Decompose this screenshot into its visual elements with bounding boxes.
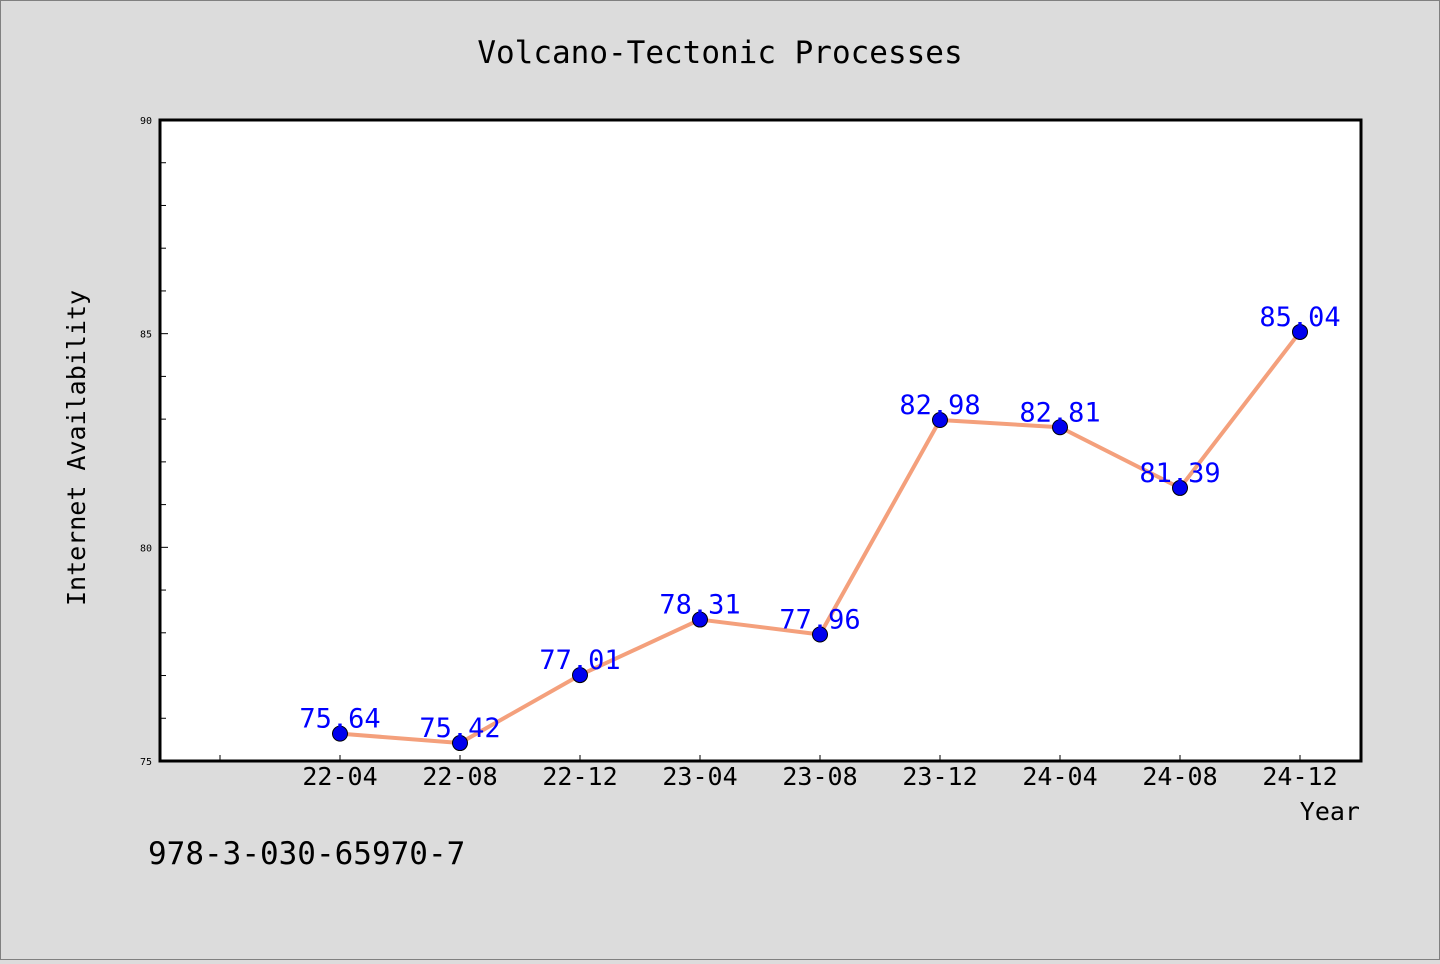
series-layer: 75.64 75.42 77.01 78.31 77.96 82.98 82.81 81.39…: [299, 302, 1341, 752]
data-point: [812, 626, 828, 643]
x-tick-label: 22-04: [302, 762, 377, 791]
data-label: 77.01: [539, 645, 620, 676]
data-label: 75.42: [419, 713, 500, 744]
x-tick-label: 22-12: [542, 762, 617, 791]
data-label: 78.31: [659, 590, 740, 621]
y-tick-label: 80: [140, 543, 152, 554]
x-tick-label: 24-04: [1022, 762, 1097, 791]
chart-title: Volcano-Tectonic Processes: [477, 35, 962, 71]
data-label: 82.98: [899, 390, 980, 421]
x-tick-label: 23-08: [782, 762, 857, 791]
data-label: 81.39: [1139, 458, 1220, 489]
data-label: 75.64: [299, 704, 380, 735]
data-point: [572, 667, 588, 684]
x-axis: 22-04 22-08 22-12 23-04 23-08 23-12 24-04 24-08…: [219, 755, 1338, 791]
y-tick-label: 90: [140, 116, 152, 127]
data-point: [932, 411, 948, 428]
y-tick-label: 85: [140, 330, 152, 341]
x-tick-label: 24-12: [1262, 762, 1337, 791]
data-point: [1172, 479, 1188, 496]
data-label: 77.96: [779, 605, 860, 636]
x-axis-label: Year: [1300, 797, 1360, 826]
x-tick-label: 24-08: [1142, 762, 1217, 791]
data-point: [1292, 323, 1308, 340]
data-label: 85.04: [1259, 302, 1340, 333]
x-tick-label: 23-04: [662, 762, 737, 791]
data-label: 82.81: [1019, 397, 1100, 428]
plot-area: [160, 120, 1361, 761]
y-tick-label: 75: [140, 757, 152, 768]
y-axis-label: Internet Availability: [62, 290, 91, 606]
data-point: [332, 725, 348, 742]
plot-frame: [158, 118, 1363, 763]
x-tick-label: 22-08: [422, 762, 497, 791]
x-tick-label: 23-12: [902, 762, 977, 791]
data-point: [692, 611, 708, 628]
data-point: [452, 735, 468, 752]
isbn-text: 978-3-030-65970-7: [148, 836, 465, 872]
data-point: [1052, 419, 1068, 436]
